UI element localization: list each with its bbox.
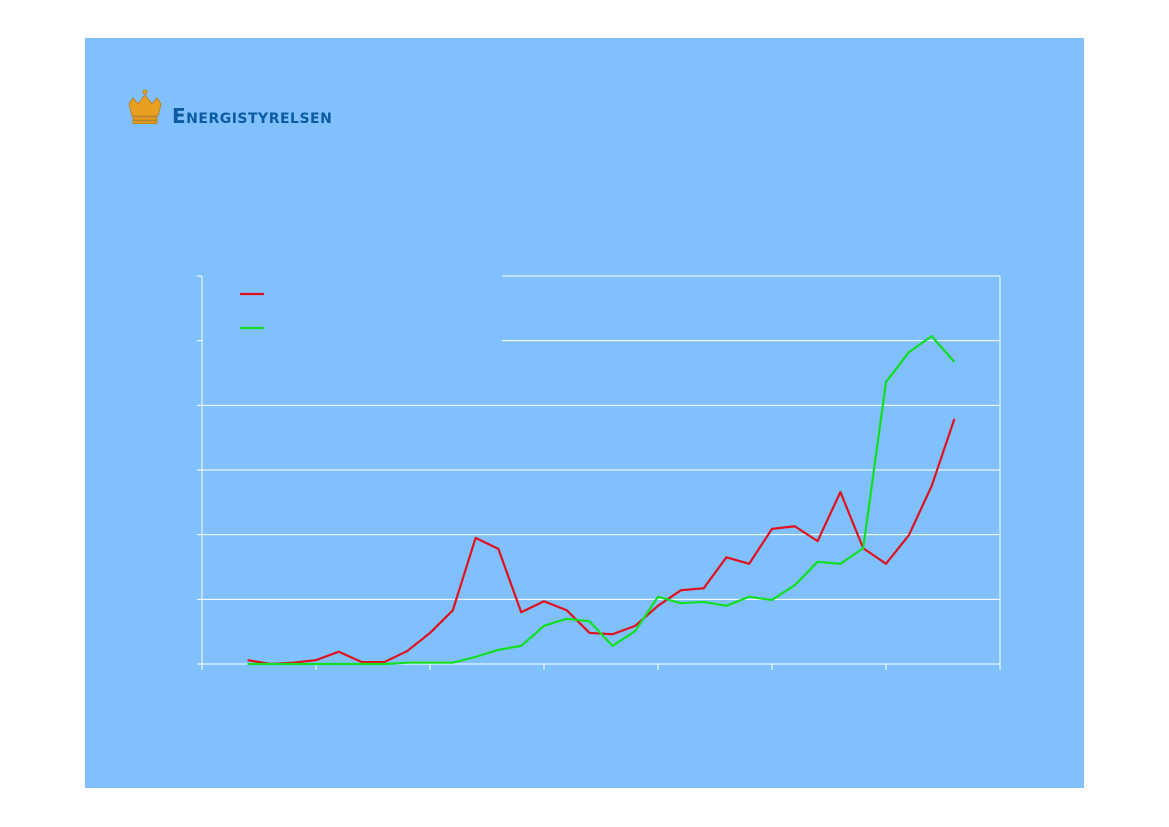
data-line xyxy=(247,335,956,666)
plot xyxy=(197,275,1001,670)
logo-text: Energistyrelsen xyxy=(172,104,332,128)
slide-background xyxy=(85,38,1084,788)
logo-crown xyxy=(128,89,162,124)
